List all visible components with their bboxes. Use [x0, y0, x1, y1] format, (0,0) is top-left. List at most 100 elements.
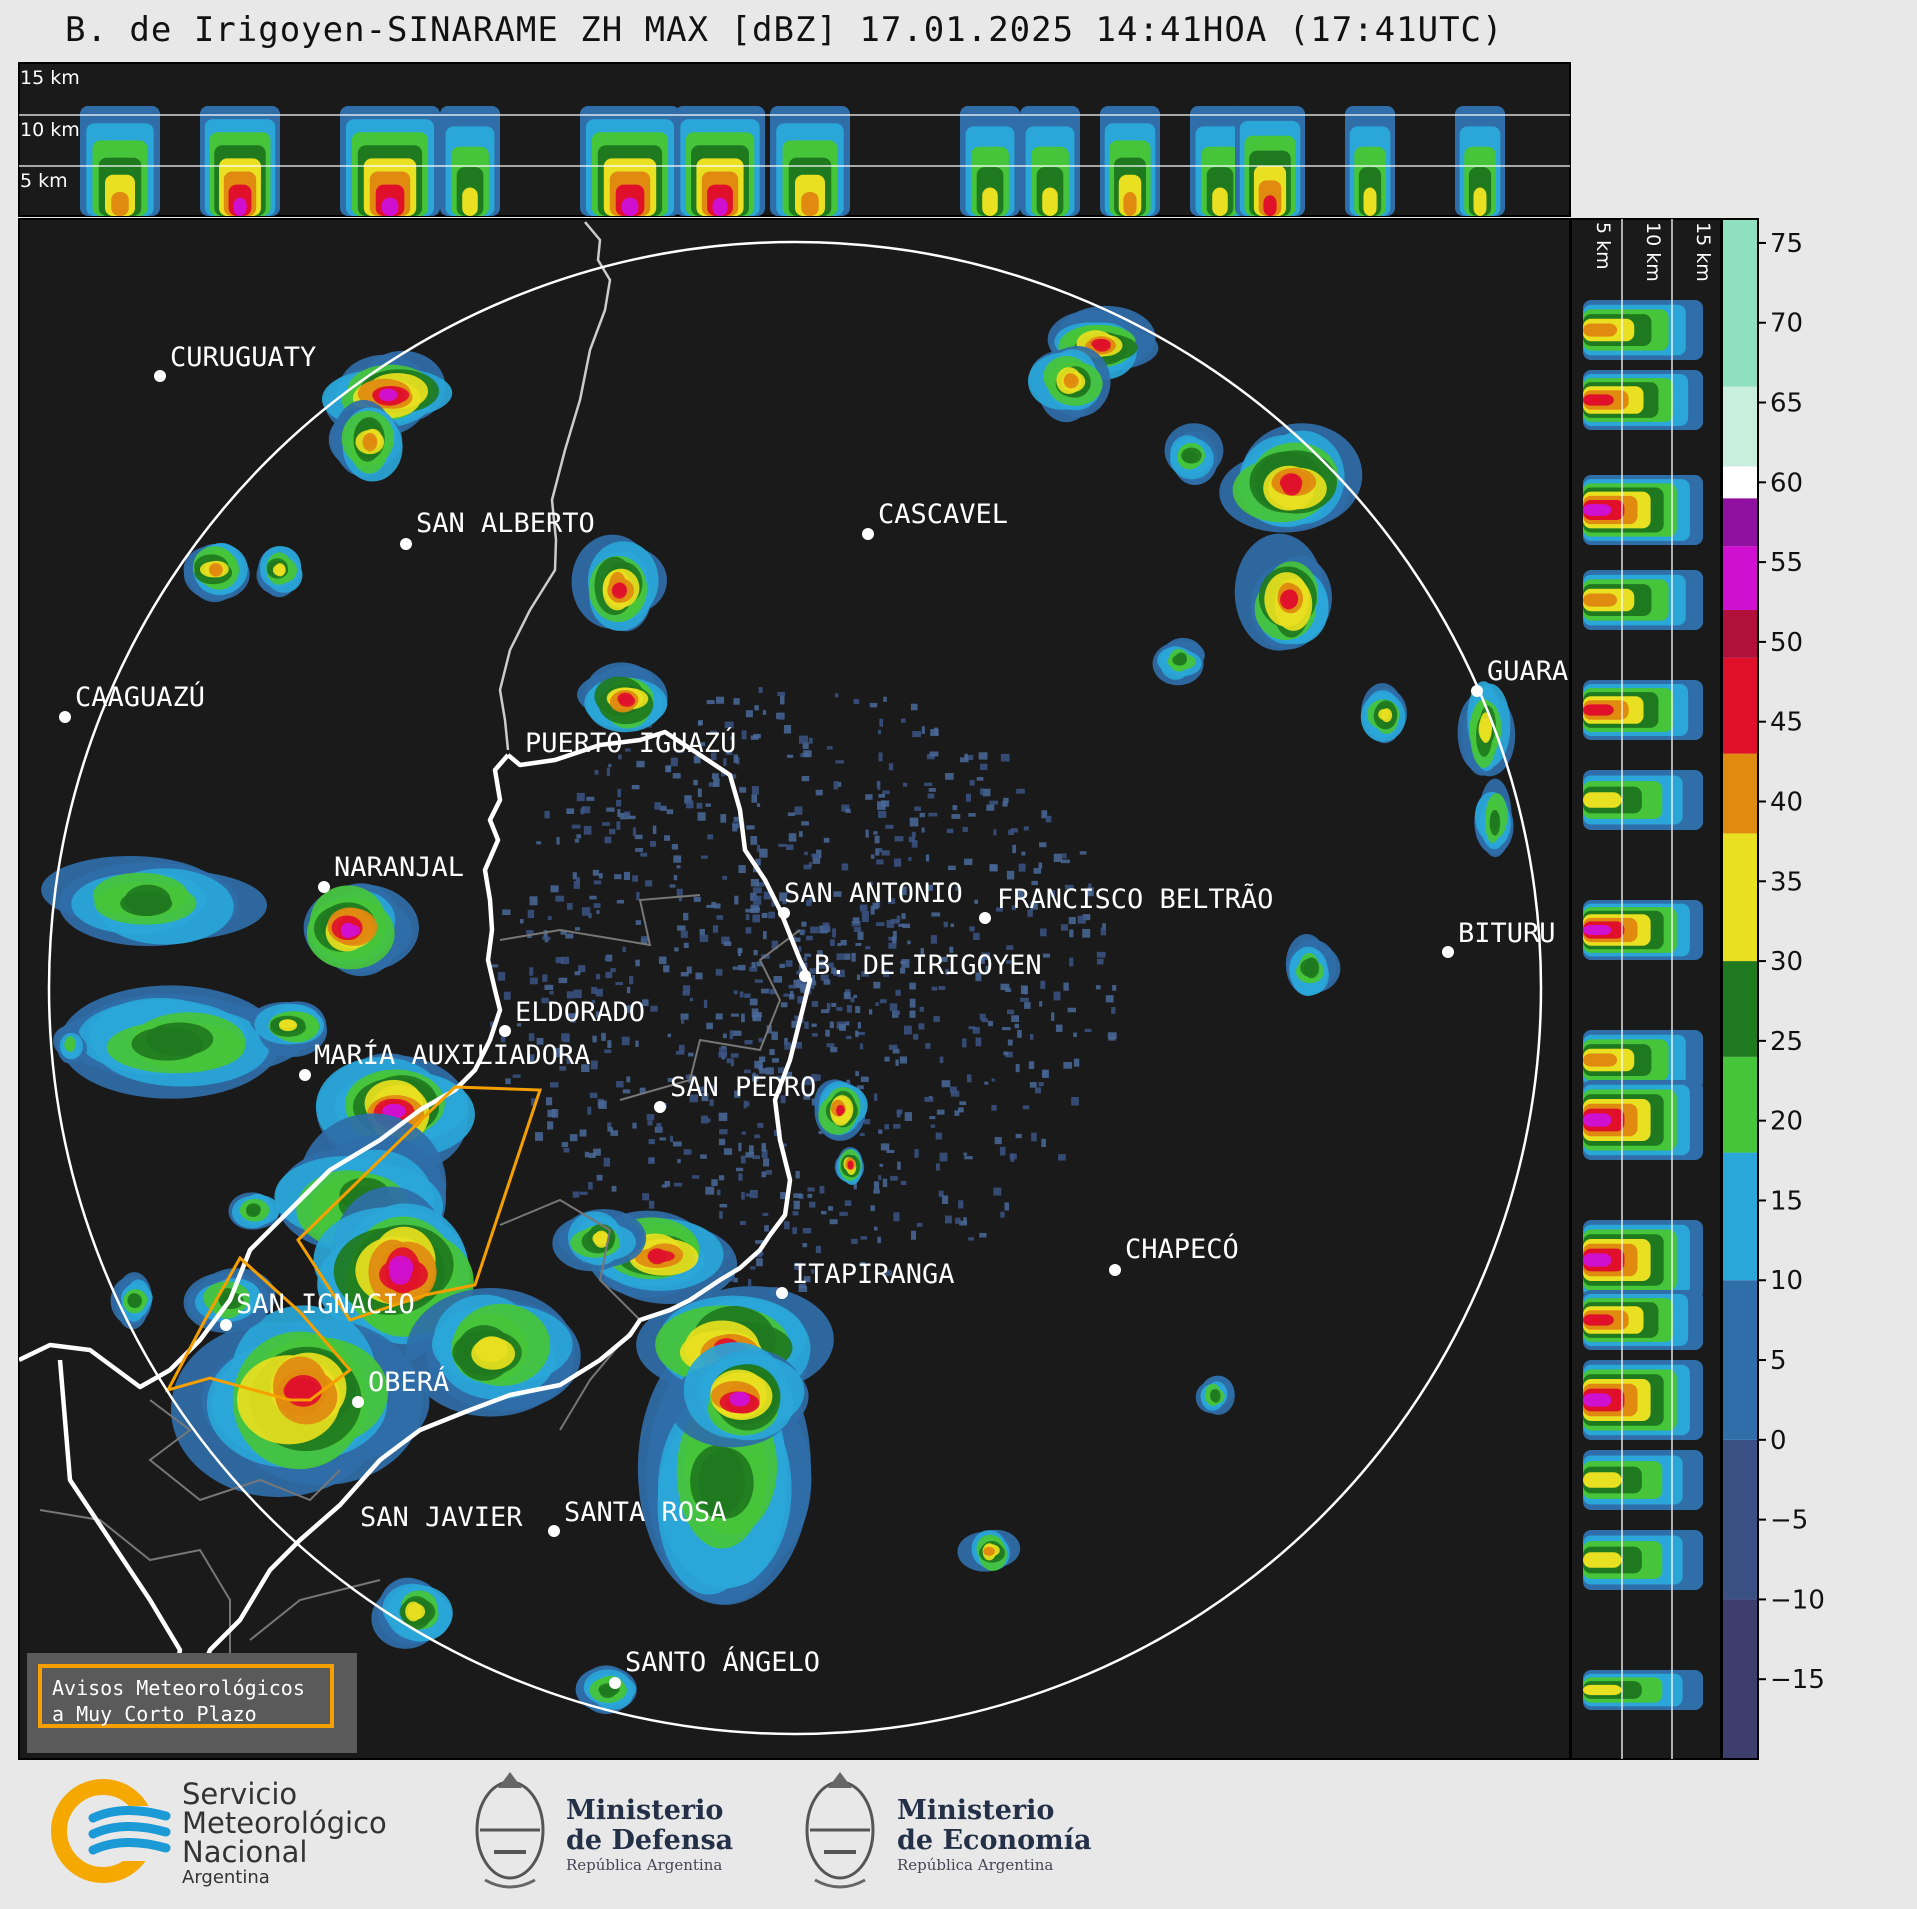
- city-dot: [609, 1677, 621, 1689]
- defensa-line2: de Defensa: [566, 1825, 734, 1856]
- clutter-echoes: [490, 687, 1117, 1296]
- city-label: ELDORADO: [515, 997, 645, 1028]
- side-section-panel: 5 km 10 km 15 km: [1570, 218, 1722, 1760]
- colorbar-band-2: [1722, 1280, 1758, 1440]
- city-label: PUERTO IGUAZÚ: [525, 727, 736, 759]
- city-dot: [778, 907, 790, 919]
- colorbar-tick-label: 55: [1770, 548, 1803, 578]
- colorbar-tick-label: 60: [1770, 468, 1803, 498]
- colorbar-band-6: [1722, 833, 1758, 962]
- city-dot: [352, 1396, 364, 1408]
- city-label: SAN ANTONIO: [784, 878, 963, 909]
- colorbar-tick-label: 15: [1770, 1186, 1803, 1216]
- smn-name: Servicio Meteorológico Nacional Argentin…: [182, 1777, 387, 1889]
- city-dot: [59, 711, 71, 723]
- city-label: B. DE IRIGOYEN: [814, 950, 1042, 981]
- side-label-10km: 10 km: [1642, 222, 1664, 282]
- smn-line1: Servicio: [182, 1777, 298, 1811]
- city-markers: CURUGUATY SAN ALBERTO CASCAVEL CAAGUAZÚ GUAR…: [59, 342, 1568, 1689]
- city-label: CAAGUAZÚ: [75, 681, 205, 713]
- city-label: CHAPECÓ: [1125, 1233, 1239, 1265]
- colorbar-tick-label: 70: [1770, 309, 1803, 339]
- defensa-name: Ministerio de Defensa República Argentin…: [566, 1795, 734, 1875]
- warning-polygon-1: [296, 1085, 543, 1322]
- colorbar-tick-label: 50: [1770, 628, 1803, 658]
- colorbar-tick-label: 30: [1770, 947, 1803, 977]
- economia-line1: Ministerio: [897, 1795, 1055, 1826]
- defensa-line1: Ministerio: [566, 1795, 724, 1826]
- city-dot: [499, 1025, 511, 1037]
- smn-country: Argentina: [182, 1867, 270, 1888]
- colorbar-tick-label: −5: [1770, 1506, 1808, 1536]
- country-border-north: [498, 221, 612, 751]
- city-label: NARANJAL: [334, 852, 464, 883]
- colorbar-tick-label: 40: [1770, 787, 1803, 817]
- provincial-borders: [39, 894, 801, 1680]
- defensa-line3: República Argentina: [566, 1856, 723, 1874]
- colorbar-band-5: [1722, 961, 1758, 1057]
- city-label: BITURU: [1458, 918, 1556, 949]
- colorbar-tick-label: 10: [1770, 1266, 1803, 1296]
- colorbar-tick-label: 20: [1770, 1107, 1803, 1137]
- city-label: GUARA: [1487, 656, 1568, 687]
- colorbar-tick-label: −15: [1770, 1665, 1825, 1695]
- city-label: SANTA ROSA: [564, 1497, 727, 1528]
- city-dot: [154, 370, 166, 382]
- city-label: MARÍA AUXILIADORA: [314, 1039, 590, 1071]
- footer-logos: Servicio Meteorológico Nacional Argentin…: [0, 1762, 1917, 1909]
- city-label: SAN JAVIER: [360, 1502, 523, 1533]
- colorbar-band-7: [1722, 753, 1758, 834]
- colorbar-tick-label: 25: [1770, 1027, 1803, 1057]
- city-label: CURUGUATY: [170, 342, 316, 373]
- top-label-10km: 10 km: [20, 119, 80, 141]
- warnings-legend-label: Avisos Meteorológicos a Muy Corto Plazo: [38, 1664, 334, 1728]
- colorbar-band-3: [1722, 1152, 1758, 1281]
- smn-line2: Meteorológico: [182, 1806, 387, 1840]
- top-label-5km: 5 km: [20, 170, 68, 192]
- colorbar-tick-label: 5: [1770, 1346, 1787, 1376]
- country-border-main: [19, 729, 813, 1703]
- map-panel: CURUGUATY SAN ALBERTO CASCAVEL CAAGUAZÚ GUAR…: [18, 218, 1571, 1760]
- side-label-5km: 5 km: [1592, 222, 1614, 270]
- city-dot: [318, 881, 330, 893]
- city-label: SAN PEDRO: [670, 1072, 816, 1103]
- city-label: SAN ALBERTO: [416, 508, 595, 539]
- top-label-15km: 15 km: [20, 67, 80, 89]
- city-dot: [1471, 685, 1483, 697]
- warnings-legend: Avisos Meteorológicos a Muy Corto Plazo: [27, 1653, 357, 1753]
- colorbar-band-0: [1722, 1599, 1758, 1759]
- city-dot: [400, 538, 412, 550]
- city-label: FRANCISCO BELTRÃO: [997, 883, 1273, 915]
- colorbar-tick-label: 35: [1770, 867, 1803, 897]
- colorbar-band-13: [1722, 386, 1758, 467]
- city-dot: [1109, 1264, 1121, 1276]
- colorbar-tick-label: 45: [1770, 708, 1803, 738]
- smn-line3: Nacional: [182, 1835, 308, 1869]
- side-label-15km: 15 km: [1692, 222, 1714, 282]
- top-section-panel: 15 km 10 km 5 km: [18, 62, 1571, 217]
- city-dot: [299, 1069, 311, 1081]
- city-label: SAN IGNACIO: [236, 1289, 415, 1320]
- city-label: CASCAVEL: [878, 499, 1008, 530]
- city-dot: [776, 1287, 788, 1299]
- city-dot: [862, 528, 874, 540]
- smn-logo-icon: [51, 1779, 178, 1883]
- colorbar-band-10: [1722, 546, 1758, 610]
- city-dot: [220, 1319, 232, 1331]
- city-dot: [979, 912, 991, 924]
- colorbar-tick-label: −10: [1770, 1585, 1825, 1615]
- economia-seal-icon: [805, 1772, 875, 1889]
- city-dot: [1442, 946, 1454, 958]
- warning-polygon-2: [165, 1255, 353, 1402]
- colorbar-band-8: [1722, 657, 1758, 754]
- radar-range-ring: [47, 240, 1543, 1736]
- city-label: ITAPIRANGA: [792, 1259, 955, 1290]
- city-dot: [799, 970, 811, 982]
- economia-line3: República Argentina: [897, 1856, 1054, 1874]
- economia-name: Ministerio de Economía República Argenti…: [897, 1795, 1092, 1875]
- radar-figure: 15 km 10 km 5 km CURUGUATY SAN ALBERTO CAS…: [18, 62, 1825, 1760]
- colorbar-band-9: [1722, 609, 1758, 658]
- colorbar-tick-label: 0: [1770, 1426, 1787, 1456]
- colorbar-band-1: [1722, 1439, 1758, 1600]
- economia-line2: de Economía: [897, 1825, 1092, 1856]
